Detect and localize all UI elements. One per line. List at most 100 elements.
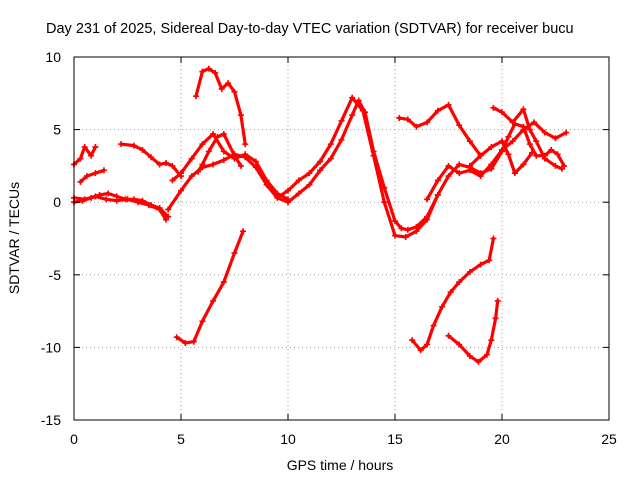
data-point: [488, 144, 495, 151]
data-point: [199, 318, 206, 325]
data-point: [220, 130, 227, 137]
series-arc-11: [276, 94, 441, 241]
data-point: [252, 158, 259, 165]
data-point: [505, 133, 512, 140]
data-point: [92, 144, 99, 151]
data-point: [118, 141, 125, 148]
series-arc-5: [118, 141, 184, 180]
data-point: [466, 268, 473, 275]
data-point: [466, 162, 473, 169]
series-line: [175, 229, 245, 345]
data-point: [327, 141, 334, 148]
data-point: [413, 228, 420, 235]
data-point: [445, 332, 452, 339]
plot-data-layer: [71, 65, 570, 365]
data-point: [237, 162, 244, 169]
data-point: [434, 107, 441, 114]
data-point: [434, 191, 441, 198]
data-point: [528, 149, 535, 156]
data-point: [484, 351, 491, 358]
series-line: [78, 168, 106, 184]
data-point: [488, 337, 495, 344]
data-point: [231, 250, 238, 257]
data-point: [317, 158, 324, 165]
series-arc-10: [173, 228, 247, 347]
data-point: [445, 101, 452, 108]
data-point: [392, 232, 398, 239]
plot-frame: [73, 56, 610, 421]
data-point: [156, 205, 163, 212]
data-point: [558, 165, 565, 172]
y-tick-label: 0: [53, 194, 61, 210]
data-point: [477, 152, 484, 159]
data-point: [490, 104, 497, 111]
series-arc-14: [466, 138, 535, 177]
data-point: [409, 337, 416, 344]
data-point: [77, 178, 84, 185]
data-point: [392, 218, 398, 225]
series-arc-9: [192, 65, 249, 148]
data-point: [396, 114, 403, 121]
y-tick-label: -15: [41, 412, 61, 428]
data-point: [178, 187, 184, 194]
data-point: [505, 151, 512, 158]
data-point: [492, 315, 499, 322]
data-point: [541, 129, 548, 136]
data-point: [130, 142, 137, 149]
data-point: [424, 341, 431, 348]
data-point: [456, 341, 463, 348]
data-point: [96, 191, 103, 198]
data-point: [466, 138, 473, 145]
data-point: [77, 155, 84, 162]
series-line: [194, 66, 247, 146]
data-point: [475, 358, 482, 365]
data-point: [456, 122, 463, 129]
data-point: [381, 199, 388, 206]
series-arc-12: [396, 101, 484, 159]
data-point: [533, 152, 540, 159]
x-tick-label: 10: [280, 431, 296, 447]
data-point: [165, 206, 172, 213]
data-point: [276, 193, 283, 200]
data-point: [205, 148, 212, 155]
data-point: [139, 197, 146, 204]
data-point: [242, 141, 249, 148]
data-point: [214, 133, 221, 140]
data-point: [285, 196, 291, 203]
data-point: [190, 338, 197, 345]
data-point: [439, 303, 446, 310]
data-point: [477, 261, 484, 268]
data-point: [541, 155, 548, 162]
x-tick-label: 0: [70, 431, 78, 447]
x-tick-label: 25: [601, 431, 617, 447]
data-point: [531, 119, 538, 126]
data-point: [148, 154, 155, 161]
data-point: [533, 138, 540, 145]
data-point: [509, 138, 516, 145]
series-arc-16: [409, 235, 497, 354]
series-line: [425, 120, 568, 201]
x-tick-label: 5: [177, 431, 185, 447]
data-point: [488, 161, 495, 168]
data-point: [317, 167, 324, 174]
data-point: [509, 119, 516, 126]
data-point: [113, 193, 120, 200]
data-point: [231, 88, 238, 95]
data-point: [188, 155, 195, 162]
data-point: [205, 65, 212, 72]
data-point: [349, 112, 356, 119]
series-arc-4: [77, 167, 107, 185]
data-point: [404, 226, 411, 233]
data-point: [218, 85, 225, 92]
data-point: [456, 170, 463, 177]
data-point: [139, 146, 146, 153]
data-point: [447, 289, 454, 296]
data-point: [240, 228, 247, 235]
y-tick-label: 10: [45, 49, 61, 65]
data-point: [79, 197, 86, 204]
data-point: [178, 170, 184, 177]
data-point: [398, 225, 405, 232]
data-point: [554, 151, 561, 158]
x-tick-label: 15: [387, 431, 403, 447]
data-point: [338, 117, 345, 124]
